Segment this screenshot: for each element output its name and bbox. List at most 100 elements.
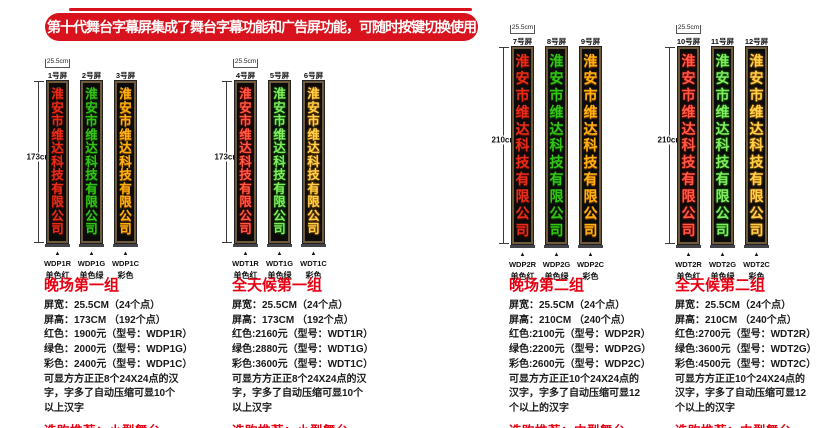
panels-row: 25.5cm 10号屏 淮安市维达科技有限公司 ▲ WDT2R 单色红 11号屏…: [675, 24, 770, 282]
panel-number-label: 3号屏: [115, 71, 136, 80]
panel-number-label: 4号屏: [235, 71, 256, 80]
panel-model: WDT2R: [675, 260, 702, 269]
group-evening-2: 210cm 25.5cm 7号屏 淮安市维达科技有限公司 ▲ WDP2R 单色红…: [490, 0, 674, 428]
led-company-text: 淮安市维达科技有限公司: [549, 53, 564, 238]
spec-line: 红色:2160元（型号：WDT1R）: [232, 329, 374, 341]
pointer-arrow-icon: ▲: [685, 252, 692, 258]
pointer-arrow-icon: ▲: [553, 252, 560, 258]
title-banner-text: 第十代舞台字幕屏集成了舞台字幕功能和广告屏功能，可随时按键切换使用: [47, 19, 477, 35]
panel-number-label: 9号屏: [580, 37, 601, 46]
spec-line: 汉字，字多了自动压缩可显12: [675, 388, 807, 400]
led-panel: 淮安市维达科技有限公司: [47, 81, 68, 243]
width-dimension-marker: 25.5cm: [676, 24, 701, 34]
panel-model: WDT2C: [743, 260, 770, 269]
spec-line: 红色:2700元（型号：WDT2R）: [675, 329, 817, 341]
led-company-text: 淮安市维达科技有限公司: [749, 53, 764, 238]
panel-column: 3号屏 淮安市维达科技有限公司 ▲ WDP1C 彩色: [112, 70, 139, 281]
pointer-arrow-icon: ▲: [719, 252, 726, 258]
panel-color-type: 单色绿: [79, 271, 104, 280]
height-dimension-label: 210cm: [490, 135, 518, 145]
width-dimension-marker: 25.5cm: [510, 24, 535, 34]
panel-column: 25.5cm 7号屏 淮安市维达科技有限公司 ▲ WDP2R 单色红: [509, 24, 536, 282]
panel-color-type: 单色红: [676, 272, 701, 281]
panel-color-type: 彩色: [305, 271, 322, 280]
panel-number-label: 5号屏: [269, 71, 290, 80]
spec-line: 可显方方正正10个24X24点的: [509, 373, 640, 385]
spec-line: 彩色:4500元（型号：WDT2C）: [675, 358, 817, 370]
recommend-line: 选购推荐：小型舞台: [232, 420, 397, 428]
panel-base: [79, 244, 104, 247]
spec-line: 可显方方正正8个24X24点的汉: [232, 373, 367, 385]
pointer-arrow-icon: ▲: [519, 252, 526, 258]
height-dimension-label: 210cm: [656, 135, 684, 145]
width-dimension-label: 25.5cm: [46, 58, 69, 65]
spec-line: 屏高：210CM （240个点）: [509, 314, 631, 326]
panel-number-label: 8号屏: [546, 37, 567, 46]
pointer-arrow-icon: ▲: [122, 251, 129, 257]
spec-block: 晚场第二组 屏宽：25.5CM（24个点） 屏高：210CM （240个点） 红…: [509, 274, 674, 428]
led-company-text: 淮安市维达科技有限公司: [307, 87, 320, 237]
pointer-arrow-icon: ▲: [276, 251, 283, 257]
panels-row: 25.5cm 4号屏 淮安市维达科技有限公司 ▲ WDT1R 单色红 5号屏 淮…: [232, 58, 327, 281]
panel-number-label: 11号屏: [711, 37, 734, 46]
spec-line: 绿色:2200元（型号：WDP2G）: [509, 344, 652, 356]
panel-column: 25.5cm 1号屏 淮安市维达科技有限公司 ▲ WDP1R 单色红: [44, 58, 71, 281]
panel-model: WDP2G: [542, 260, 571, 269]
panel-base: [267, 244, 292, 247]
spec-line: 字，字多了自动压缩可显10个: [44, 388, 176, 400]
spec-block: 全天候第一组 屏宽：25.5CM（24个点） 屏高：173CM （192个点） …: [232, 274, 397, 428]
panel-model: WDT2G: [708, 260, 737, 269]
width-dimension-marker: 25.5cm: [45, 58, 70, 68]
spec-line: 汉字，字多了自动压缩可显12: [509, 388, 641, 400]
panel-column: 6号屏 淮安市维达科技有限公司 ▲ WDT1C 彩色: [300, 70, 327, 281]
panel-number-label: 10号屏: [676, 37, 701, 46]
led-panel: 淮安市维达科技有限公司: [512, 47, 533, 244]
panel-model: WDP2C: [576, 260, 605, 269]
panel-base: [301, 244, 326, 247]
panel-color-type: 单色红: [510, 272, 535, 281]
panel-number-label: 6号屏: [303, 71, 324, 80]
led-company-text: 淮安市维达科技有限公司: [583, 53, 598, 238]
spec-line: 绿色：2000元（型号：WDP1G）: [44, 344, 193, 356]
height-dimension-line: 173cm: [25, 81, 53, 243]
panel-color-type: 彩色: [582, 272, 599, 281]
title-banner: 第十代舞台字幕屏集成了舞台字幕功能和广告屏功能，可随时按键切换使用: [45, 8, 478, 41]
spec-line: 屏宽：25.5CM（24个点）: [44, 300, 161, 311]
height-dimension-label: 173cm: [213, 152, 241, 162]
led-company-text: 淮安市维达科技有限公司: [515, 53, 530, 238]
group-allweather-1: 173cm 25.5cm 4号屏 淮安市维达科技有限公司 ▲ WDT1R 单色红…: [213, 0, 397, 428]
panel-column: 9号屏 淮安市维达科技有限公司 ▲ WDP2C 彩色: [576, 36, 605, 282]
panel-base: [744, 245, 769, 248]
spec-line: 彩色:3600元（型号：WDT1C）: [232, 358, 374, 370]
height-dimension-line: 210cm: [656, 47, 684, 244]
pointer-arrow-icon: ▲: [753, 252, 760, 258]
led-company-text: 淮安市维达科技有限公司: [51, 87, 64, 237]
panel-number-label: 1号屏: [47, 71, 68, 80]
spec-line: 屏高：210CM （240个点）: [675, 314, 797, 326]
pointer-arrow-icon: ▲: [587, 252, 594, 258]
spec-block: 晚场第一组 屏宽：25.5CM（24个点） 屏高：173CM （192个点） 红…: [44, 274, 209, 428]
width-dimension-label: 25.5cm: [511, 24, 534, 31]
spec-line: 可显方方正正8个24X24点的汉: [44, 373, 179, 385]
panel-color-type: 单色红: [45, 271, 70, 280]
panel-number-label: 12号屏: [744, 37, 769, 46]
group-evening-1: 173cm 25.5cm 1号屏 淮安市维达科技有限公司 ▲ WDP1R 单色红…: [25, 0, 209, 428]
spec-line: 可显方方正正10个24X24点的: [675, 373, 806, 385]
panel-column: 8号屏 淮安市维达科技有限公司 ▲ WDP2G 单色绿: [543, 36, 571, 282]
spec-line: 绿色:3600元（型号：WDT2G）: [675, 344, 817, 356]
led-panel: 淮安市维达科技有限公司: [712, 47, 733, 244]
led-company-text: 淮安市维达科技有限公司: [715, 53, 730, 238]
led-company-text: 淮安市维达科技有限公司: [119, 87, 132, 237]
led-company-text: 淮安市维达科技有限公司: [85, 87, 98, 237]
group-title: 晚场第二组: [509, 277, 585, 294]
panel-column: 2号屏 淮安市维达科技有限公司 ▲ WDP1G 单色绿: [78, 70, 106, 281]
panel-number-label: 7号屏: [512, 37, 533, 46]
pointer-arrow-icon: ▲: [88, 251, 95, 257]
panel-color-type: 单色绿: [710, 272, 735, 281]
spec-line: 个以上的汉字: [675, 402, 735, 414]
spec-line: 以上汉字: [44, 402, 84, 414]
panel-model: WDT1G: [265, 259, 294, 268]
led-panel: 淮安市维达科技有限公司: [115, 81, 136, 243]
led-company-text: 淮安市维达科技有限公司: [239, 87, 252, 237]
panel-column: 25.5cm 10号屏 淮安市维达科技有限公司 ▲ WDT2R 单色红: [675, 24, 702, 282]
